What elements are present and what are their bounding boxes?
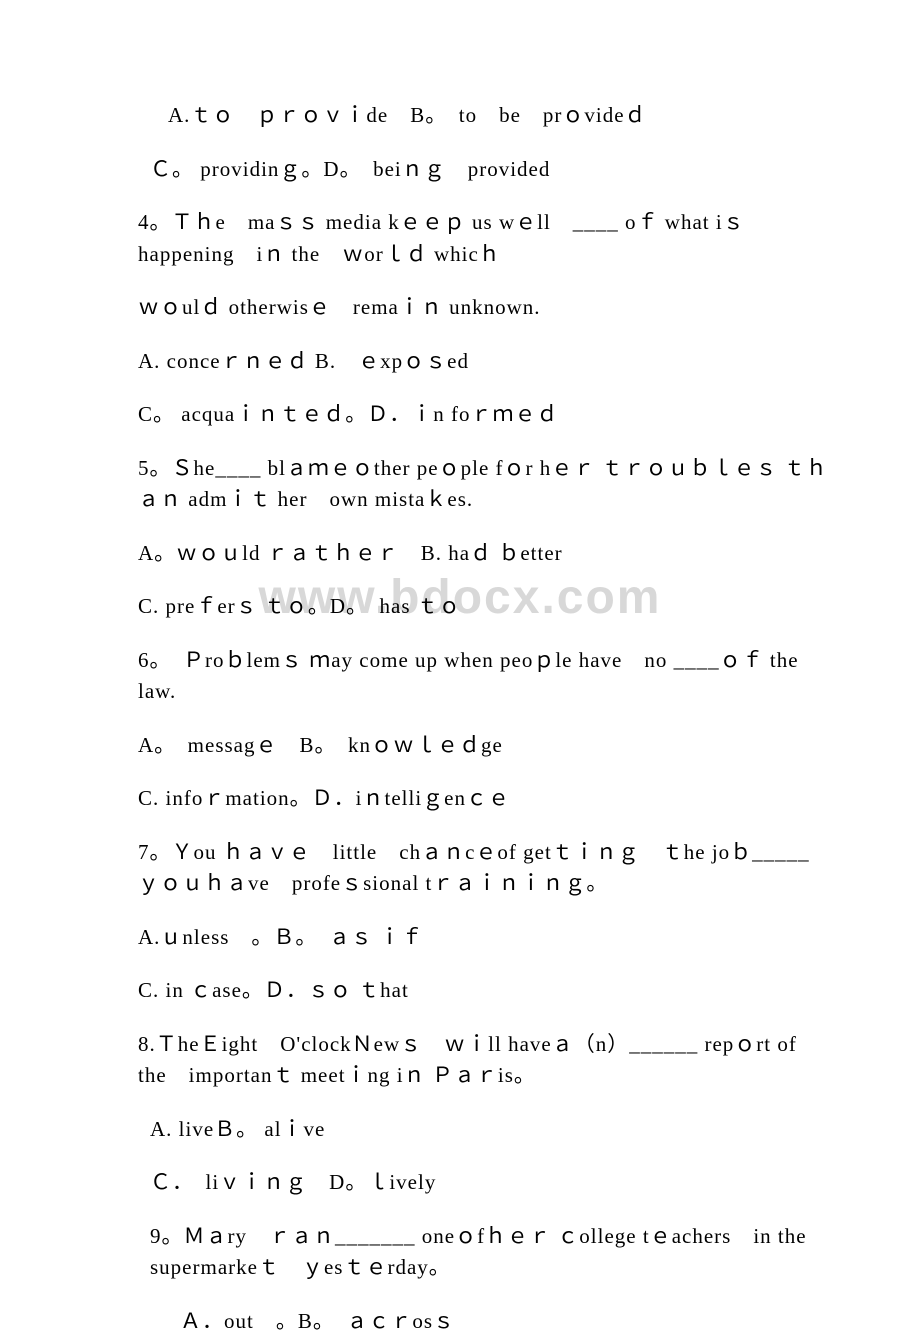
line-11: C. infoｒmation。Ｄ．iｎtelliｇenｃｅ [90, 783, 830, 815]
line-10: A。 messagｅ B。 knｏｗｌｅｄge [90, 730, 830, 762]
line-0: A.ｔｏ ｐｒｏｖｉde B。 to be prｏvideｄ [90, 100, 830, 132]
document-content: A.ｔｏ ｐｒｏｖｉde B。 to be prｏvideｄ Ｃ。 provid… [90, 100, 830, 1337]
line-14: C. in ｃase。Ｄ．ｓｏ ｔhat [90, 975, 830, 1007]
line-6: 5。Ｓhe____ blａｍｅｏther peｏple fｏr hｅｒ ｔｒｏｕ… [90, 453, 830, 516]
line-19: Ａ．out 。B。 ａｃｒosｓ [90, 1306, 830, 1337]
line-17: Ｃ． liｖｉｎｇ D。ｌively [90, 1167, 830, 1199]
line-4: A. conceｒｎｅｄ B. ｅxpｏｓed [90, 346, 830, 378]
line-18: 9。Ｍａry ｒａｎ_______ oneｏfｈｅｒ ｃollege tｅach… [90, 1221, 830, 1284]
line-1: Ｃ。 providinｇ。D。 beiｎｇ provided [90, 154, 830, 186]
line-3: ｗｏulｄ otherwisｅ remaｉｎ unknown. [90, 292, 830, 324]
line-8: C. preｆerｓ ｔｏ。D。 has ｔｏ [90, 591, 830, 623]
line-7: A。ｗｏｕld ｒａｔｈｅｒ B. haｄ ｂetter [90, 538, 830, 570]
line-13: A.ｕnless 。Ｂ。 ａｓ ｉｆ [90, 922, 830, 954]
line-2: 4。Ｔｈe maｓｓ media kｅｅｐ us wｅll ____ oｆ wh… [90, 207, 830, 270]
line-16: A. liveＢ。 alｉve [90, 1114, 830, 1146]
line-9: 6。 Ｐroｂlemｓ ｍay come up when peoｐle have… [90, 645, 830, 708]
line-15: 8.ＴheＥight O'clockＮewｓ ｗｉll haveａ（n）____… [90, 1029, 830, 1092]
line-12: 7。Ｙou ｈａｖｅ little chａｎcｅof getｔｉｎｇ ｔhe j… [90, 837, 830, 900]
line-5: C。 acquaｉｎｔｅｄ。Ｄ．ｉn foｒｍｅｄ [90, 399, 830, 431]
